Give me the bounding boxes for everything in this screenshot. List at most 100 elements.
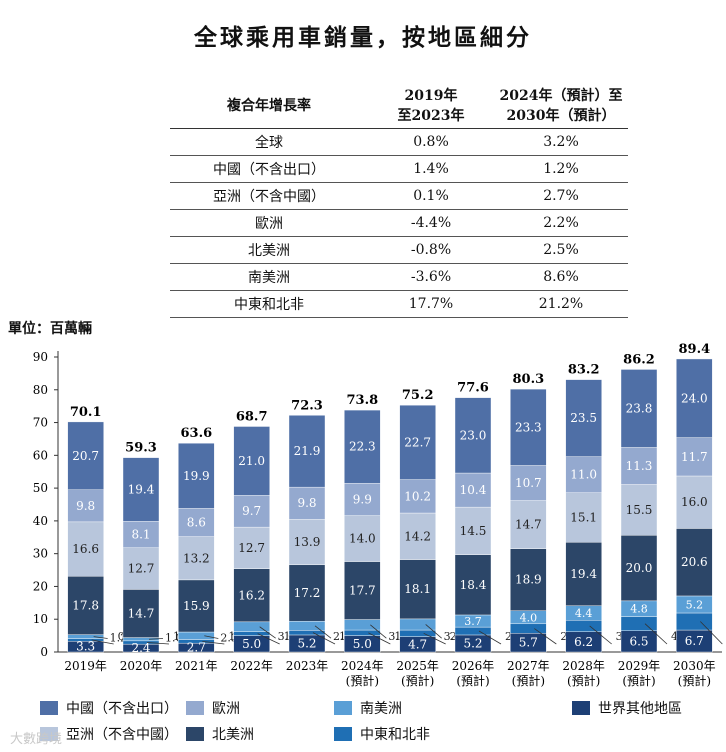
x-tick-label: 2025年 <box>396 659 439 673</box>
bar-segment <box>620 616 658 631</box>
bar-value-label: 3.3 <box>76 640 95 654</box>
bar-segment <box>676 437 713 477</box>
bar-value-label: 21.0 <box>238 454 265 468</box>
cagr-region-cell: 南美洲 <box>170 263 368 291</box>
bar-segment <box>454 554 492 616</box>
bar-segment <box>67 421 104 490</box>
bar-value-label: 22.7 <box>404 435 431 449</box>
legend-item: 亞洲（不含中國） <box>40 724 178 744</box>
x-tick-label: 2028年 <box>562 659 605 673</box>
bar-value-label: 23.0 <box>460 428 487 442</box>
y-tick-label: 30 <box>33 547 48 561</box>
cagr-region-cell: 亞洲（不含中國） <box>170 182 368 210</box>
cagr-header-region: 複合年增長率 <box>170 84 368 129</box>
cagr-region-cell: 中國（不含出口） <box>170 155 368 183</box>
bar-value-label: 17.8 <box>72 598 99 612</box>
bar-value-label: 23.5 <box>570 411 597 425</box>
bar-value-label: 16.6 <box>72 542 99 556</box>
cagr-row: 歐洲 -4.4% 2.2% <box>170 209 628 237</box>
x-tick-label: (預計) <box>567 673 600 688</box>
bar-value-label: 15.9 <box>183 599 210 613</box>
legend-swatch <box>40 701 58 715</box>
bar-segment <box>344 561 381 620</box>
bar-value-label: 9.7 <box>242 504 261 518</box>
legend-swatch <box>334 727 352 741</box>
legend-item: 歐洲 <box>186 698 240 718</box>
legend-swatch <box>334 701 352 715</box>
bar-segment <box>620 369 658 448</box>
bar-segment <box>399 629 436 637</box>
bar-value-label: 4.7 <box>408 637 427 651</box>
bar-value-label: 23.3 <box>515 420 542 434</box>
bar-total-label: 68.7 <box>236 409 268 424</box>
y-tick-label: 90 <box>33 350 48 364</box>
callout-line <box>148 638 164 640</box>
callout-line <box>146 642 170 645</box>
bar-value-label: 19.9 <box>183 469 210 483</box>
bar-value-label: 18.9 <box>515 573 542 587</box>
callout-line <box>314 625 332 639</box>
bar-segment <box>565 456 602 493</box>
x-tick-label: 2021年 <box>175 659 218 673</box>
bar-total-label: 63.6 <box>180 426 212 441</box>
x-tick-label: (預計) <box>346 673 379 688</box>
bar-total-label: 83.2 <box>568 363 600 378</box>
bar-segment <box>510 388 547 466</box>
bar-value-label: 3.7 <box>464 615 482 628</box>
bar-value-label: 13.2 <box>183 551 210 565</box>
cagr-row: 全球 0.8% 3.2% <box>170 128 628 156</box>
bar-segment <box>122 457 160 522</box>
bar-segment <box>67 576 104 635</box>
bar-segment <box>233 495 270 528</box>
bar-total-label: 75.2 <box>402 388 434 403</box>
bar-value-label: 5.7 <box>519 636 538 650</box>
bar-value-label: 14.5 <box>460 524 487 538</box>
bar-segment <box>676 358 713 438</box>
callout-line <box>312 632 336 645</box>
legend-label: 世界其他地區 <box>598 701 682 717</box>
bar-value-label: 16.0 <box>681 495 708 509</box>
legend-label: 北美洲 <box>212 727 254 743</box>
bar-value-label: 5.2 <box>686 598 704 611</box>
legend-item: 中國（不含出口） <box>40 698 178 718</box>
bar-segment <box>454 506 492 555</box>
bar-segment <box>344 629 381 636</box>
bar-value-label: 4.8 <box>630 603 648 616</box>
bar-value-label: 17.7 <box>349 584 376 598</box>
bar-value-label: 10.7 <box>515 476 542 490</box>
bar-segment <box>620 447 658 485</box>
y-tick-label: 40 <box>33 514 48 528</box>
bar-total-label: 80.3 <box>512 372 544 387</box>
cagr-value-cell: 3.2% <box>494 128 628 156</box>
x-tick-label: 2026年 <box>452 659 495 673</box>
bar-segment <box>565 541 602 606</box>
legend-swatch <box>186 701 204 715</box>
cagr-table-body: 全球 0.8% 3.2% 中國（不含出口） 1.4% 1.2% 亞洲（不含中國） 0.1% 2.… <box>170 128 628 318</box>
legend-item: 北美洲 <box>186 724 254 744</box>
bar-segment <box>233 426 270 496</box>
bar-segment <box>344 482 381 516</box>
bar-value-label: 16.2 <box>238 588 265 602</box>
bar-value-label: 6.5 <box>629 634 648 648</box>
bar-segment <box>67 634 104 639</box>
bar-segment <box>288 519 326 566</box>
cagr-region-cell: 歐洲 <box>170 209 368 237</box>
bar-total-label: 70.1 <box>70 405 102 420</box>
y-tick-label: 0 <box>40 645 48 659</box>
x-tick-label: 2024年 <box>341 659 384 673</box>
callout-line <box>478 630 502 645</box>
bar-total-label: 73.8 <box>346 393 378 408</box>
bar-segment <box>565 379 602 457</box>
cagr-value-cell: 21.2% <box>494 290 628 318</box>
x-tick-label: 2022年 <box>230 659 273 673</box>
bar-segment <box>454 472 492 508</box>
bar-segment <box>510 465 547 501</box>
bar-value-label: 19.4 <box>128 482 155 496</box>
x-tick-label: 2030年 <box>673 659 716 673</box>
bar-value-label: 14.7 <box>515 518 542 532</box>
bar-value-label: 19.4 <box>570 567 597 581</box>
bar-value-label: 5.2 <box>463 636 482 650</box>
unit-label: 單位：百萬輛 <box>8 321 92 337</box>
bar-segment <box>676 475 713 529</box>
bar-value-label: 18.4 <box>460 578 487 592</box>
